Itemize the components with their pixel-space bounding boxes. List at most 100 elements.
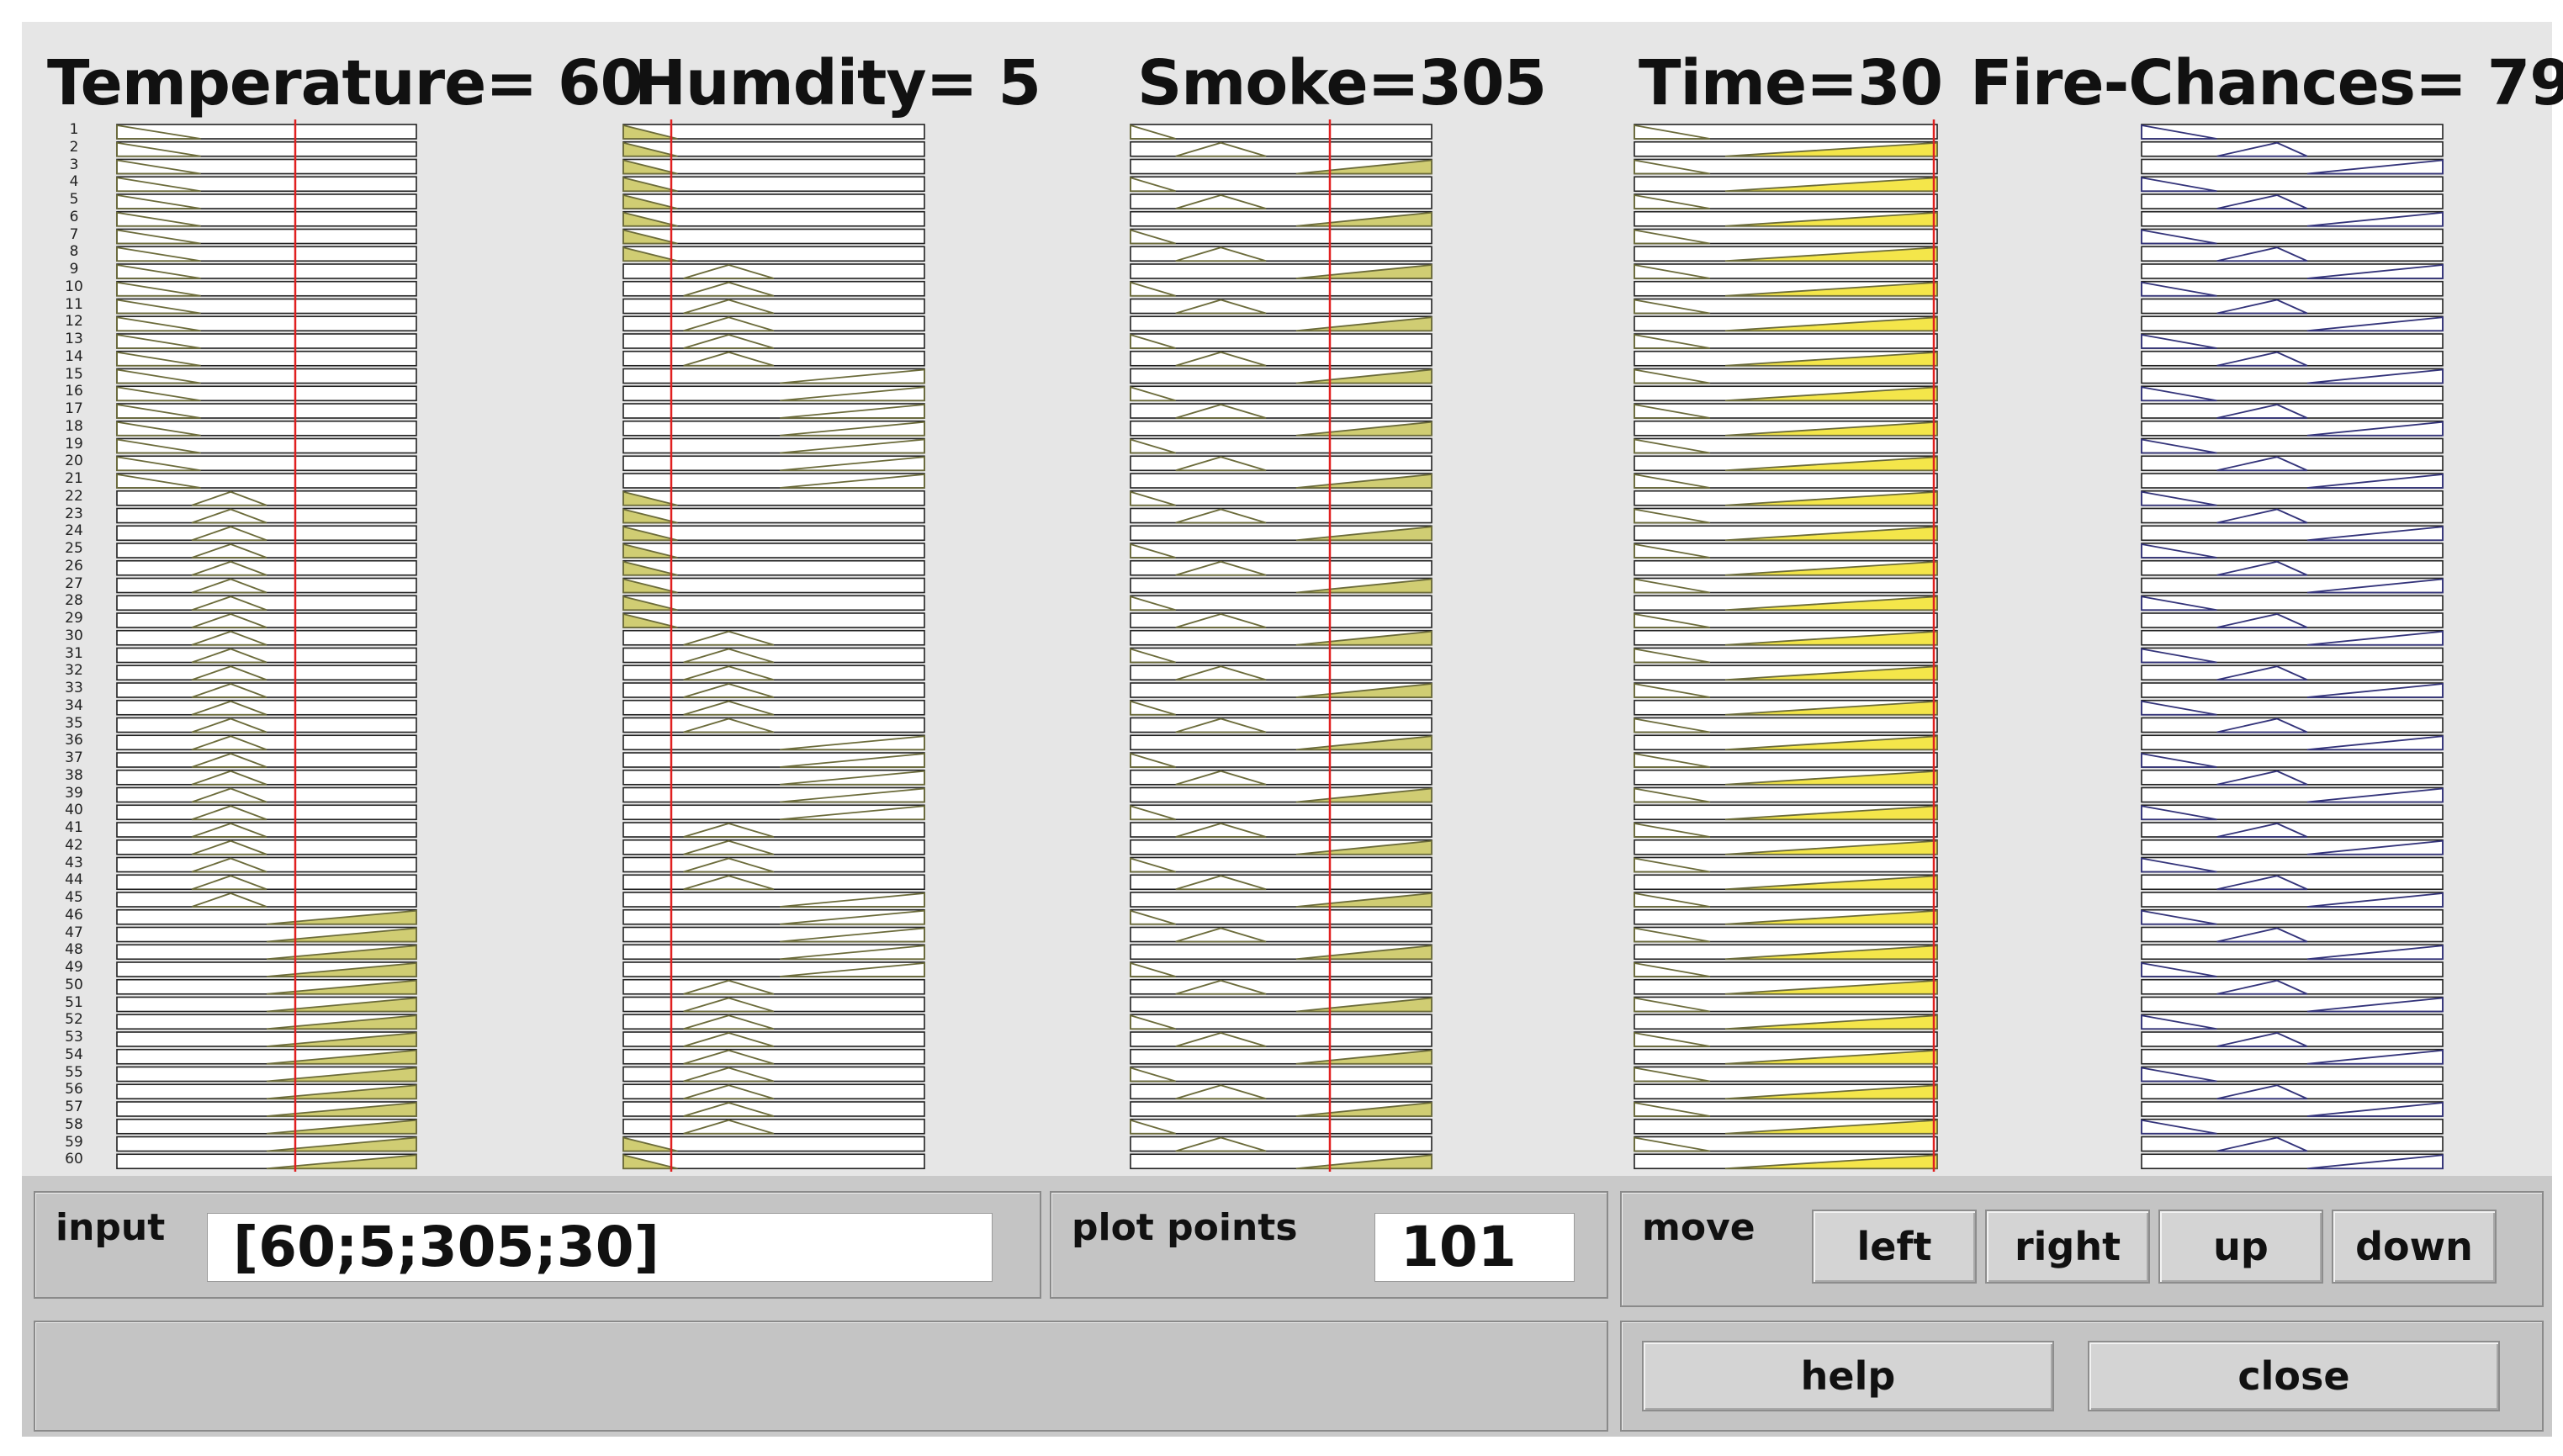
- fire-rule-box: [2141, 961, 2444, 977]
- temperature-rule-box: [116, 664, 417, 681]
- temperature-membership-shape: [266, 1136, 417, 1152]
- temperature-membership-shape: [191, 770, 267, 786]
- smoke-rule-box: [1130, 961, 1432, 977]
- time-rule-box: [1634, 543, 1938, 559]
- smoke-membership-shape: [1175, 560, 1267, 576]
- smoke-rule-box: [1130, 455, 1432, 472]
- fire-membership-shape: [2306, 421, 2444, 437]
- temperature-membership-shape: [191, 560, 267, 576]
- humidity-membership-shape: [683, 1102, 775, 1117]
- temperature-membership-shape: [116, 368, 201, 384]
- rule-number: 45: [65, 889, 83, 906]
- humidity-membership-shape: [683, 683, 775, 698]
- smoke-membership-shape: [1130, 177, 1176, 193]
- rule-number: 56: [65, 1081, 83, 1099]
- fire-membership-shape: [2306, 997, 2444, 1013]
- temperature-membership-shape: [266, 909, 417, 925]
- smoke-label: Smoke=: [1137, 47, 1420, 119]
- time-membership-shape: [1634, 717, 1711, 733]
- time-membership-shape: [1634, 229, 1711, 245]
- fire-rule-box: [2141, 839, 2444, 855]
- temperature-membership-shape: [266, 979, 417, 995]
- temperature-membership-shape: [116, 141, 201, 157]
- temperature-membership-shape: [116, 177, 201, 193]
- smoke-membership-shape: [1130, 543, 1176, 559]
- temperature-rule-box: [116, 804, 417, 821]
- fire-chances-value: 79.6: [2486, 47, 2563, 119]
- fire-membership-shape: [2216, 560, 2308, 576]
- fire-membership-shape: [2216, 246, 2308, 262]
- humidity-membership-shape: [683, 839, 775, 855]
- fire-membership-shape: [2141, 752, 2217, 768]
- humidity-membership-shape: [622, 596, 678, 612]
- rule-number: 3: [69, 156, 79, 173]
- rule-number: 23: [65, 505, 83, 522]
- fire-membership-shape: [2306, 735, 2444, 751]
- temperature-membership-shape: [191, 490, 267, 506]
- fire-rule-box: [2141, 315, 2444, 332]
- smoke-membership-shape: [1130, 124, 1176, 140]
- smoke-rule-box: [1130, 350, 1432, 367]
- temperature-membership-shape: [116, 246, 201, 262]
- rule-number: 29: [65, 610, 83, 627]
- humidity-membership-shape: [683, 979, 775, 995]
- fire-rule-box: [2141, 368, 2444, 384]
- humidity-membership-shape: [683, 665, 775, 681]
- time-rule-box: [1634, 961, 1938, 977]
- humidity-rule-box: [622, 1083, 925, 1100]
- control-area: input [60;5;305;30] plot points 101 move…: [22, 1176, 2552, 1437]
- time-rule-box: [1634, 647, 1938, 664]
- rule-number: 22: [65, 487, 83, 505]
- smoke-membership-shape: [1175, 927, 1267, 943]
- smoke-rule-box: [1130, 769, 1432, 786]
- humidity-rule-box: [622, 280, 925, 297]
- rule-plots: [116, 119, 2444, 1172]
- fire-membership-shape: [2306, 474, 2444, 489]
- humidity-membership-shape: [683, 857, 775, 873]
- fire-rule-box: [2141, 908, 2444, 925]
- move-down-button[interactable]: down: [2332, 1210, 2497, 1284]
- humidity-membership-shape: [622, 1154, 678, 1170]
- smoke-membership-shape: [1175, 1136, 1267, 1152]
- time-rule-box: [1634, 612, 1938, 628]
- move-left-button[interactable]: left: [1812, 1210, 1977, 1284]
- fire-rule-box: [2141, 786, 2444, 803]
- move-up-button[interactable]: up: [2158, 1210, 2323, 1284]
- input-field[interactable]: [60;5;305;30]: [207, 1213, 993, 1282]
- temperature-rule-box: [116, 822, 417, 838]
- rule-number: 8: [69, 243, 79, 261]
- humidity-rule-box: [622, 961, 925, 977]
- smoke-rule-box: [1130, 280, 1432, 297]
- humidity-membership-shape: [780, 404, 925, 419]
- temperature-rule-box: [116, 158, 417, 175]
- fire-rule-box: [2141, 629, 2444, 646]
- time-membership-shape: [1634, 263, 1711, 279]
- fire-membership-shape: [2141, 700, 2217, 716]
- fire-rule-box: [2141, 420, 2444, 437]
- rule-number: 58: [65, 1115, 83, 1133]
- fire-rule-box: [2141, 176, 2444, 193]
- temperature-rule-box: [116, 228, 417, 245]
- humidity-membership-shape: [683, 630, 775, 646]
- temperature-rule-box: [116, 455, 417, 472]
- move-right-button[interactable]: right: [1985, 1210, 2150, 1284]
- temperature-rule-box: [116, 333, 417, 349]
- time-rule-box: [1634, 926, 1938, 943]
- smoke-membership-shape: [1175, 875, 1267, 891]
- time-rule-box: [1634, 1101, 1938, 1117]
- temperature-rule-box: [116, 263, 417, 279]
- plot-points-field[interactable]: 101: [1374, 1213, 1575, 1282]
- temperature-membership-shape: [191, 857, 267, 873]
- close-button[interactable]: close: [2088, 1341, 2500, 1411]
- smoke-membership-shape: [1130, 1119, 1176, 1135]
- time-rule-box: [1634, 577, 1938, 594]
- time-label: Time=: [1639, 47, 1858, 119]
- time-membership-shape: [1724, 909, 1938, 925]
- fire-membership-shape: [2216, 299, 2308, 315]
- humidity-rule-box: [622, 944, 925, 961]
- help-button[interactable]: help: [1642, 1341, 2054, 1411]
- time-membership-shape: [1634, 159, 1711, 175]
- humidity-rule-box: [622, 333, 925, 349]
- rule-number: 16: [65, 383, 83, 400]
- temperature-membership-shape: [266, 927, 417, 943]
